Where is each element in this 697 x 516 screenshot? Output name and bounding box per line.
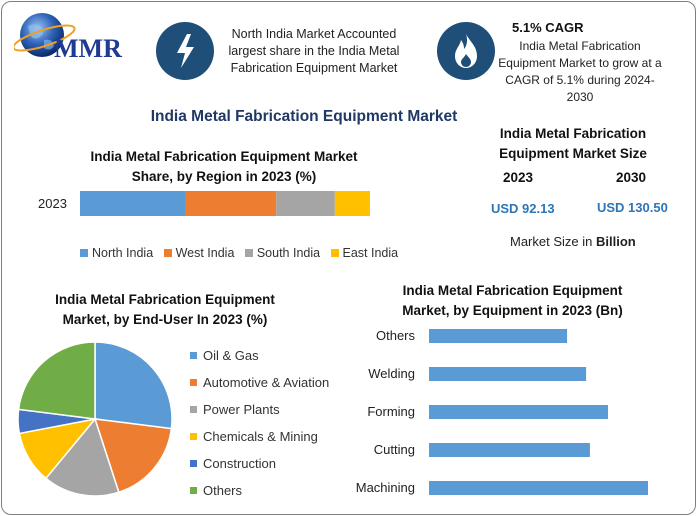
legend-label: Automotive & Aviation (203, 375, 330, 390)
legend-swatch (190, 379, 197, 386)
legend-swatch (163, 249, 172, 257)
equipment-category-label: Welding (368, 366, 415, 381)
region-bar-segment-north-india (80, 191, 186, 216)
pie-slice-power-plants (44, 417, 120, 497)
equipment-bar-cutting (429, 443, 590, 457)
enduser-legend-item: Oil & Gas (190, 348, 329, 375)
region-legend-item-south: South India (244, 246, 321, 260)
market-size-year-2023: 2023 (503, 170, 534, 185)
region-legend-item-east: East India (330, 246, 399, 260)
legend-label: Oil & Gas (203, 348, 259, 363)
legend-label: Chemicals & Mining (203, 429, 318, 444)
equipment-category-label: Forming (367, 404, 415, 419)
region-bar-segment-west-india (185, 191, 277, 216)
enduser-legend-item: Chemicals & Mining (190, 429, 329, 456)
flame-icon (455, 34, 477, 68)
legend-label: West India (175, 246, 235, 260)
equipment-bar-forming (429, 405, 609, 419)
pie-slice-automotive-aviation (93, 418, 173, 494)
enduser-legend: Oil & Gas Automotive & Aviation Power Plan… (190, 348, 329, 510)
legend-label: Others (203, 483, 243, 498)
logo: MMR (12, 10, 144, 63)
region-legend-item-west: West India (163, 246, 235, 260)
enduser-legend-item: Others (190, 483, 329, 510)
region-bar-segment-south-india (276, 191, 335, 216)
market-size-note-prefix: Market Size in (510, 234, 596, 249)
globe-icon (12, 13, 76, 57)
market-size-year-2030: 2030 (616, 170, 647, 185)
pie-slice-others (17, 341, 96, 420)
equipment-category-label: Cutting (373, 442, 415, 457)
equipment-bar-welding (429, 367, 587, 381)
equipment-bar-machining (429, 481, 648, 495)
enduser-chart-title: India Metal Fabrication Equipment Market… (55, 292, 275, 327)
legend-swatch (190, 433, 197, 440)
legend-swatch (190, 406, 197, 413)
enduser-legend-item: Automotive & Aviation (190, 375, 329, 402)
market-size-note-unit: Billion (595, 234, 636, 249)
info1-text: North India Market Accounted largest sha… (228, 27, 400, 75)
legend-swatch (190, 460, 197, 467)
legend-label: East India (342, 246, 399, 260)
legend-label: Power Plants (203, 402, 280, 417)
region-legend: North India West India South India East … (80, 246, 398, 260)
legend-swatch (190, 352, 197, 359)
info2-title: 5.1% CAGR (512, 20, 584, 35)
equipment-chart-title: India Metal Fabrication Equipment Market… (402, 283, 623, 318)
enduser-legend-item: Power Plants (190, 402, 329, 429)
pie-slice-oil-gas (94, 341, 173, 430)
region-chart-title: India Metal Fabrication Equipment Market… (90, 149, 358, 184)
equipment-category-label: Machining (355, 480, 415, 495)
info2-icon-badge (437, 22, 495, 80)
region-bar-segment-east-india (334, 191, 370, 216)
legend-swatch (244, 249, 253, 257)
equipment-bar-others (429, 329, 568, 343)
legend-swatch (190, 487, 197, 494)
main-title: India Metal Fabrication Equipment Market (150, 108, 458, 125)
legend-label: Construction (203, 456, 276, 471)
equipment-category-label: Others (375, 328, 415, 343)
market-size-value-2023: USD 92.13 (491, 201, 555, 216)
legend-swatch (330, 249, 339, 257)
region-chart-category-label: 2023 (38, 196, 67, 211)
logo-text: MMR (54, 34, 122, 63)
market-size-title: India Metal Fabrication Equipment Market… (499, 126, 647, 161)
market-size-note: Market Size in Billion (510, 234, 636, 249)
market-size-value-2030: USD 130.50 (597, 200, 668, 215)
legend-label: South India (256, 246, 321, 260)
legend-swatch (80, 249, 88, 257)
info1-icon-badge (156, 22, 214, 80)
enduser-legend-item: Construction (190, 456, 329, 483)
lightning-bolt-icon (177, 34, 194, 68)
region-legend-item-north: North India (80, 246, 153, 260)
info2-text: India Metal Fabrication Equipment Market… (498, 39, 662, 104)
legend-label: North India (92, 246, 154, 260)
